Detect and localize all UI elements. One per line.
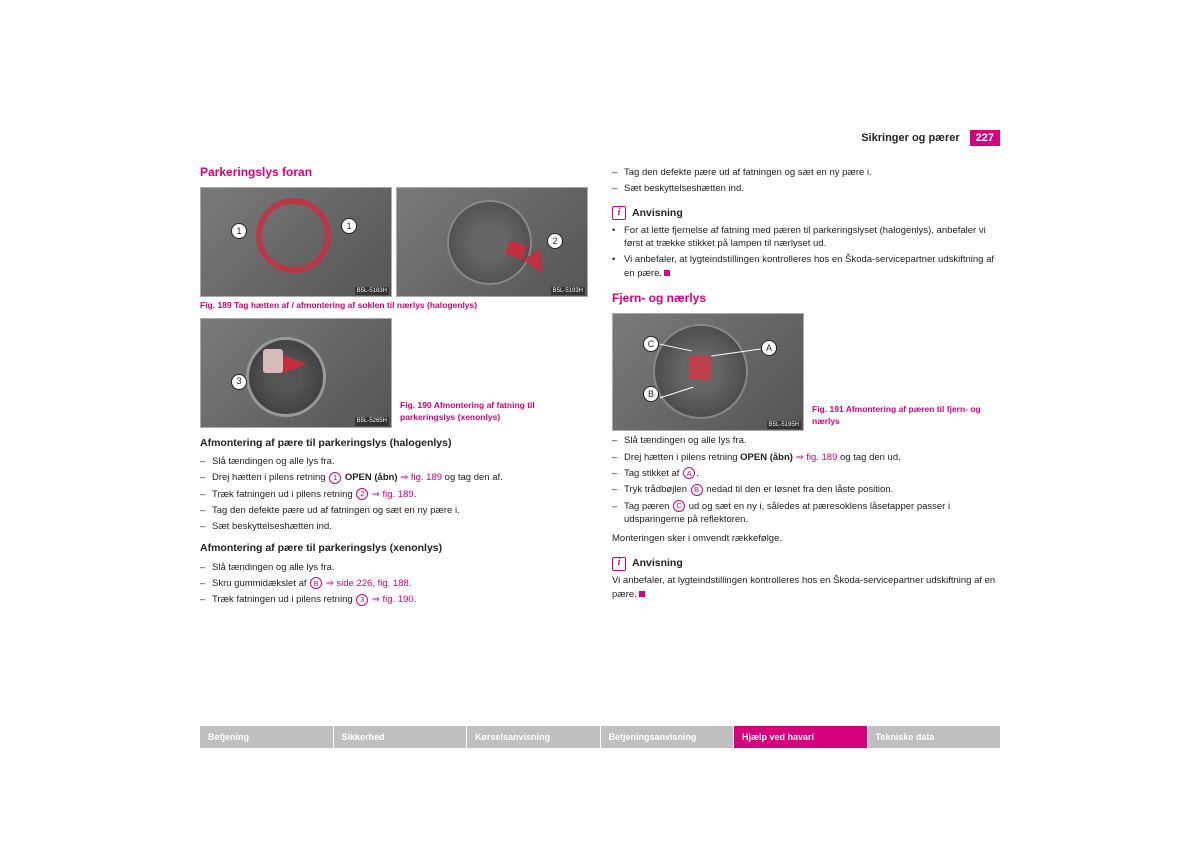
list-item: Drej hætten i pilens retning 1 OPEN (åbn… [200, 471, 588, 484]
list-item: Tag den defekte pære ud af fatningen og … [612, 166, 1000, 179]
badge-1b: 1 [341, 218, 357, 234]
list-item: Tag den defekte pære ud af fatningen og … [200, 504, 588, 517]
list-item: Drej hætten i pilens retning OPEN (åbn) … [612, 451, 1000, 464]
list-item: Sæt beskyttelseshætten ind. [612, 182, 1000, 195]
fig-189-right: 2 B5L-5193H [396, 187, 588, 297]
badge-a: A [761, 340, 777, 356]
fig-190-img: 3 B5L-5265H [200, 318, 392, 428]
tab-betjeningsanv[interactable]: Betjeningsanvisning [601, 726, 735, 748]
two-column-layout: Parkeringslys foran 1 1 B5L-5183H 2 B5L-… [200, 160, 1000, 613]
list-item: Træk fatningen ud i pilens retning 2 ⇒ f… [200, 488, 588, 501]
tab-korsel[interactable]: Kørselsanvisning [467, 726, 601, 748]
note-header-2: i Anvisning [612, 556, 1000, 571]
fig-code: B5L-5265H [355, 417, 389, 426]
fig-191-caption: Fig. 191 Afmontering af pæren til fjern-… [812, 403, 992, 428]
fig-191-img: C A B B5L-5195H [612, 313, 804, 431]
list-xenon: Slå tændingen og alle lys fra. Skru gumm… [200, 561, 588, 607]
list-item: Træk fatningen ud i pilens retning 3 ⇒ f… [200, 593, 588, 606]
fig-code: B5L-5195H [767, 421, 801, 430]
page-number: 227 [970, 130, 1000, 146]
note2-text: Vi anbefaler, at lygteindstillingen kont… [612, 574, 1000, 602]
right-column: Tag den defekte pære ud af fatningen og … [612, 160, 1000, 613]
list-halogen: Slå tændingen og alle lys fra. Drej hætt… [200, 455, 588, 533]
list-item: Slå tændingen og alle lys fra. [200, 455, 588, 468]
fig-190: 3 B5L-5265H Fig. 190 Afmontering af fatn… [200, 318, 588, 428]
page-header: Sikringer og pærer 227 [861, 130, 1000, 146]
para-montering: Monteringen sker i omvendt rækkefølge. [612, 532, 1000, 546]
info-icon: i [612, 557, 626, 571]
bottom-tabs: Betjening Sikkerhed Kørselsanvisning Bet… [200, 726, 1000, 748]
badge-3: 3 [231, 374, 247, 390]
badge-b: B [643, 386, 659, 402]
note1-list: For at lette fjernelse af fatning med pæ… [612, 224, 1000, 280]
list-item: Tag pæren C ud og sæt en ny i, således a… [612, 500, 1000, 527]
list-item: Tag stikket af A. [612, 467, 1000, 480]
fig-189-left: 1 1 B5L-5183H [200, 187, 392, 297]
end-marker [664, 270, 670, 276]
list-item: Slå tændingen og alle lys fra. [200, 561, 588, 574]
badge-2: 2 [547, 233, 563, 249]
right-top-list: Tag den defekte pære ud af fatningen og … [612, 166, 1000, 196]
list-item: Sæt beskyttelseshætten ind. [200, 520, 588, 533]
end-marker [639, 591, 645, 597]
list-item: For at lette fjernelse af fatning med pæ… [612, 224, 1000, 251]
left-title: Parkeringslys foran [200, 164, 588, 181]
fig-190-caption: Fig. 190 Afmontering af fatning til park… [400, 399, 580, 424]
fig-189: 1 1 B5L-5183H 2 B5L-5193H [200, 187, 588, 297]
badge-c: C [643, 336, 659, 352]
sub-a-title: Afmontering af pære til parkeringslys (h… [200, 436, 588, 451]
list-item: Vi anbefaler, at lygteindstillingen kont… [612, 253, 1000, 280]
tab-tekniske[interactable]: Tekniske data [868, 726, 1001, 748]
left-column: Parkeringslys foran 1 1 B5L-5183H 2 B5L-… [200, 160, 588, 613]
list-item: Slå tændingen og alle lys fra. [612, 434, 1000, 447]
manual-page: Sikringer og pærer 227 Parkeringslys for… [200, 130, 1000, 613]
fig-191: C A B B5L-5195H Fig. 191 Afmontering af … [612, 313, 1000, 431]
fig-189-caption: Fig. 189 Tag hætten af / afmontering af … [200, 299, 588, 311]
list-item: Skru gummidækslet af B ⇒ side 226, fig. … [200, 577, 588, 590]
tab-betjening[interactable]: Betjening [200, 726, 334, 748]
fig-code: B5L-5183H [355, 287, 389, 296]
info-icon: i [612, 206, 626, 220]
note-label: Anvisning [632, 206, 683, 221]
list-item: Tryk trådbøjlen B nedad til den er løsne… [612, 483, 1000, 496]
note-label: Anvisning [632, 556, 683, 571]
tab-sikkerhed[interactable]: Sikkerhed [334, 726, 468, 748]
tab-havari[interactable]: Hjælp ved havari [734, 726, 868, 748]
right-title2: Fjern- og nærlys [612, 290, 1000, 307]
section-name: Sikringer og pærer [861, 132, 959, 144]
fig-code: B5L-5193H [551, 287, 585, 296]
list-fjern: Slå tændingen og alle lys fra. Drej hætt… [612, 434, 1000, 526]
sub-b-title: Afmontering af pære til parkeringslys (x… [200, 541, 588, 556]
badge-1a: 1 [231, 223, 247, 239]
note-header-1: i Anvisning [612, 206, 1000, 221]
